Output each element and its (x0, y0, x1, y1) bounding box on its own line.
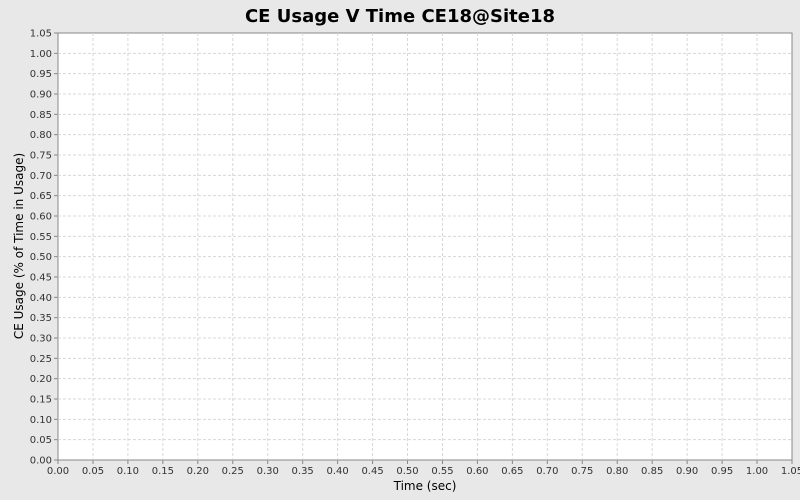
x-tick-label: 0.75 (571, 466, 593, 477)
x-tick-label: 0.70 (536, 466, 558, 477)
y-tick-label: 0.50 (30, 252, 52, 263)
chart-title: CE Usage V Time CE18@Site18 (245, 6, 555, 27)
y-tick-label: 0.05 (30, 435, 52, 446)
x-tick-label: 0.30 (257, 466, 279, 477)
x-tick-label: 0.85 (641, 466, 663, 477)
x-tick-label: 0.35 (292, 466, 314, 477)
x-tick-label: 0.80 (606, 466, 628, 477)
y-axis-label: CE Usage (% of Time in Usage) (12, 153, 26, 339)
y-tick-label: 1.00 (30, 49, 52, 60)
y-tick-label: 1.05 (30, 29, 52, 40)
y-tick-label: 0.60 (30, 212, 52, 223)
y-tick-label: 0.85 (30, 110, 52, 121)
y-tick-label: 0.15 (30, 395, 52, 406)
x-tick-label: 0.05 (82, 466, 104, 477)
x-tick-label: 0.55 (431, 466, 453, 477)
x-tick-label: 0.25 (222, 466, 244, 477)
y-tick-label: 0.65 (30, 191, 52, 202)
y-tick-label: 0.20 (30, 374, 52, 385)
plot-area (57, 32, 793, 461)
x-tick-label: 0.65 (501, 466, 523, 477)
y-tick-label: 0.25 (30, 354, 52, 365)
y-tick-label: 0.75 (30, 151, 52, 162)
y-tick-label: 0.35 (30, 313, 52, 324)
x-tick-label: 0.90 (676, 466, 698, 477)
x-tick-label: 0.40 (326, 466, 348, 477)
x-tick-label: 0.00 (47, 466, 69, 477)
x-tick-label: 0.45 (361, 466, 383, 477)
x-axis-label: Time (sec) (393, 479, 457, 493)
x-axis-ticks: 0.00 0.05 0.10 0.15 0.20 0.25 0.30 0.35 0.40 0.45… (47, 460, 800, 477)
x-tick-label: 0.15 (152, 466, 174, 477)
y-tick-label: 0.55 (30, 232, 52, 243)
x-tick-label: 0.95 (711, 466, 733, 477)
y-tick-label: 0.90 (30, 90, 52, 101)
x-tick-label: 0.20 (187, 466, 209, 477)
y-axis-ticks: 0.00 0.05 0.10 0.15 0.20 0.25 0.30 0.35 0.40 0.45… (30, 29, 58, 467)
x-tick-label: 1.05 (781, 466, 800, 477)
y-tick-label: 0.70 (30, 171, 52, 182)
x-tick-label: 1.00 (746, 466, 768, 477)
y-tick-label: 0.45 (30, 273, 52, 284)
y-tick-label: 0.00 (30, 456, 52, 467)
y-tick-label: 0.40 (30, 293, 52, 304)
x-tick-label: 0.50 (396, 466, 418, 477)
y-tick-label: 0.80 (30, 130, 52, 141)
grid (58, 33, 792, 460)
y-tick-label: 0.10 (30, 415, 52, 426)
y-tick-label: 0.30 (30, 334, 52, 345)
x-tick-label: 0.60 (466, 466, 488, 477)
x-tick-label: 0.10 (117, 466, 139, 477)
y-tick-label: 0.95 (30, 69, 52, 80)
